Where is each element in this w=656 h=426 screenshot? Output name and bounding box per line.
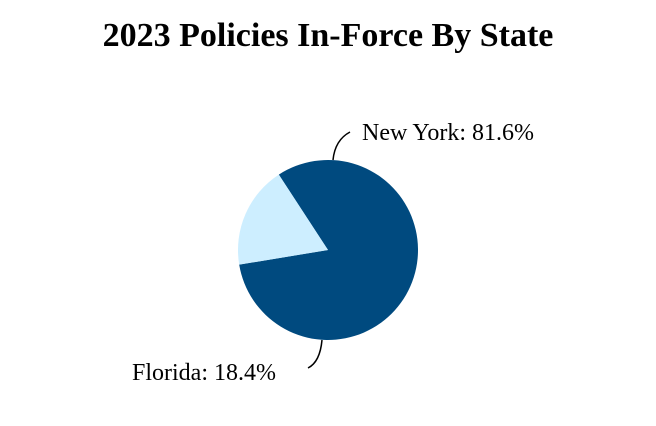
leader-line-florida [307,339,323,369]
slice-label-new-york: New York: 81.6% [362,120,534,146]
slice-label-florida: Florida: 18.4% [132,360,276,386]
chart-title: 2023 Policies In-Force By State [102,17,554,54]
pie-slice-new-york [239,159,419,340]
pie-slice-florida [238,174,328,265]
leader-line-new-york [332,131,351,161]
